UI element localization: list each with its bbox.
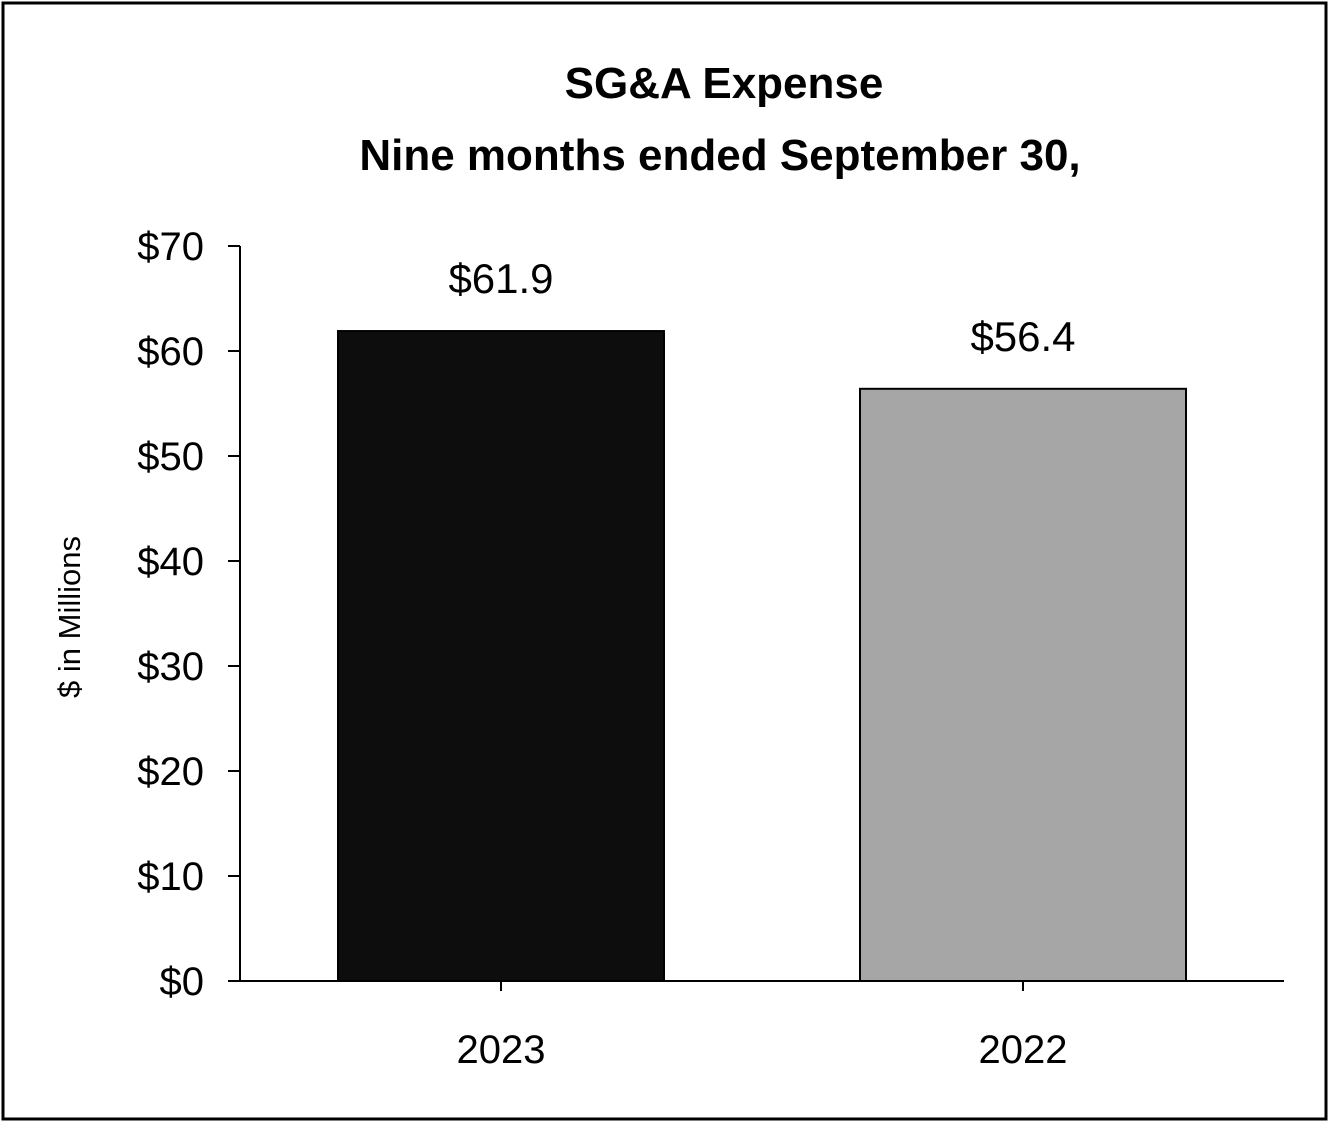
y-tick-label: $60 (137, 330, 204, 374)
data-labels: $61.9 $56.4 (448, 255, 1075, 360)
y-tick-label: $50 (137, 435, 204, 479)
y-tick-label: $40 (137, 540, 204, 584)
bar (337, 330, 665, 982)
data-label: $61.9 (448, 255, 553, 302)
y-tick-label: $20 (137, 750, 204, 794)
x-tick-label: 2022 (979, 1028, 1068, 1072)
y-tick-label: $0 (160, 960, 205, 1004)
chart-title: SG&A Expense (565, 59, 884, 108)
y-tick-label: $70 (137, 225, 204, 269)
x-tick-label: 2023 (457, 1028, 546, 1072)
y-axis-label: $ in Millions (52, 536, 87, 698)
y-tick-label: $10 (137, 855, 204, 899)
axes: $0 $10 $20 $30 $40 $50 $60 $70 2023 2022 (137, 225, 1284, 1072)
y-tick-label: $30 (137, 645, 204, 689)
data-label: $56.4 (970, 313, 1075, 360)
bars (337, 330, 1187, 982)
bar (859, 387, 1187, 982)
chart-subtitle: Nine months ended September 30, (359, 131, 1080, 180)
